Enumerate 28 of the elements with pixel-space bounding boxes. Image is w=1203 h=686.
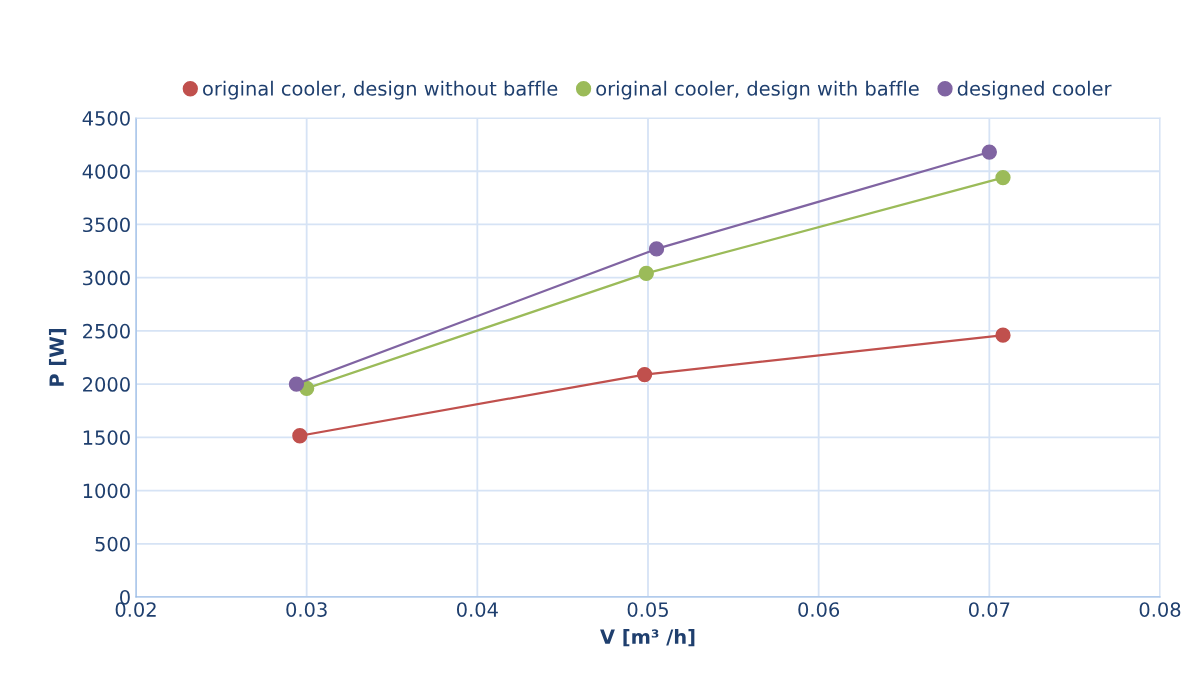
x-tick-label: 0.05 [627, 602, 668, 617]
point [995, 327, 1011, 343]
y-tick-label: 500 [95, 536, 130, 552]
legend-label: original cooler, design with baffle [596, 80, 919, 100]
y-axis-title: P [W] [48, 329, 67, 386]
x-tick-label: 0.04 [456, 602, 498, 617]
point [292, 428, 308, 444]
y-tick-label: 4000 [82, 164, 130, 179]
point [636, 366, 653, 383]
y-tick-label: 4500 [82, 110, 130, 126]
y-tick-label: 1500 [83, 430, 130, 445]
point [638, 265, 654, 282]
y-tick-label: 2000 [83, 377, 130, 392]
point [995, 169, 1011, 186]
x-tick-label: 0.07 [968, 602, 1010, 617]
legend-label: original cooler, design without baffle [203, 80, 558, 100]
point [981, 144, 997, 160]
point [648, 241, 665, 257]
point [288, 376, 305, 392]
y-tick-label: 3000 [83, 270, 130, 286]
y-tick-label: 2500 [83, 323, 130, 339]
x-tick-label: 0.06 [798, 602, 840, 617]
x-tick-label: 0.03 [286, 602, 327, 617]
x-tick-label: 0.08 [1139, 602, 1181, 617]
legend-label: designed cooler [957, 80, 1112, 100]
x-axis-title: V [m³ /h] [600, 629, 695, 647]
y-tick-label: 1000 [83, 483, 130, 499]
y-tick-label: 3500 [83, 217, 130, 233]
